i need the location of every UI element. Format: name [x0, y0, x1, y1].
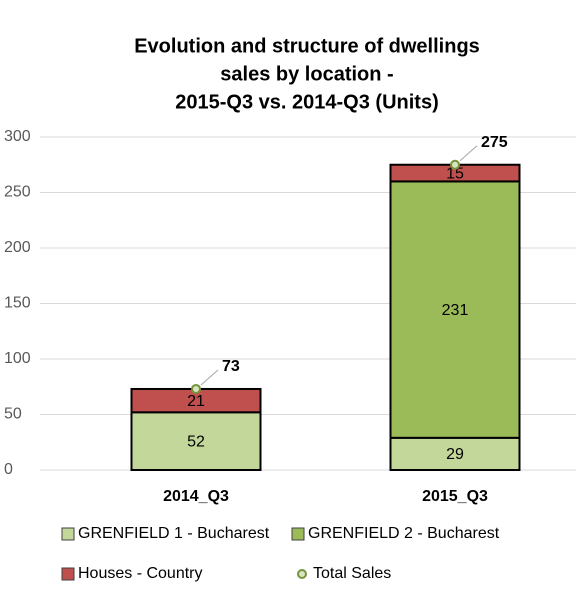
bar-segment: [389, 436, 521, 471]
legend-label: Houses - Country: [78, 565, 203, 582]
bar-segment: [389, 180, 521, 439]
legend-swatch: [61, 567, 75, 581]
chart-title: 2015-Q3 vs. 2014-Q3 (Units): [175, 91, 438, 113]
total-marker: [450, 159, 460, 170]
chart-title: sales by location -: [220, 63, 393, 85]
y-tick-label: 300: [4, 128, 31, 145]
legend-swatch: [291, 527, 305, 541]
leader-line: [459, 145, 478, 162]
value-label: 29: [446, 446, 464, 463]
legend-label: GRENFIELD 2 - Bucharest: [308, 525, 500, 542]
y-tick-label: 50: [4, 406, 22, 423]
value-label: 231: [442, 302, 469, 319]
y-tick-label: 100: [4, 350, 31, 367]
legend-label: Total Sales: [313, 565, 391, 582]
total-marker: [191, 383, 201, 394]
y-tick-label: 150: [4, 295, 31, 312]
value-label: 21: [187, 393, 205, 410]
leader-line: [200, 369, 219, 386]
total-label: 275: [481, 134, 508, 151]
legend-swatch: [61, 527, 75, 541]
y-tick-label: 200: [4, 239, 31, 256]
x-tick-label: 2014_Q3: [163, 488, 229, 505]
value-label: 15: [446, 165, 464, 182]
x-tick-label: 2015_Q3: [422, 488, 488, 505]
total-label: 73: [222, 358, 240, 375]
legend-swatch: [297, 569, 307, 579]
y-tick-label: 250: [4, 184, 31, 201]
value-label: 52: [187, 433, 205, 450]
chart-title: Evolution and structure of dwellings: [134, 35, 480, 57]
legend-label: GRENFIELD 1 - Bucharest: [78, 525, 270, 542]
y-tick-label: 0: [4, 461, 13, 478]
